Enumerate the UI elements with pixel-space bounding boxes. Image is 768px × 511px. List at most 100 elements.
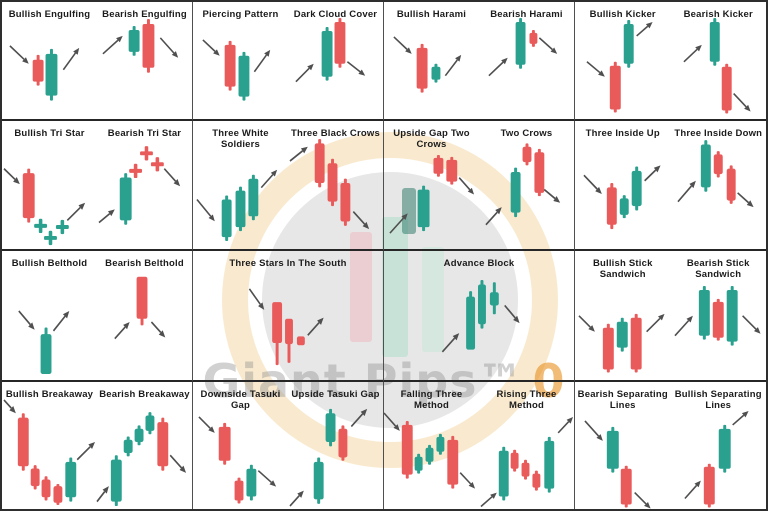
candle-bullish xyxy=(145,412,155,435)
doji-star xyxy=(34,219,48,234)
watermark-candle-pale-green xyxy=(422,247,444,352)
candle-bearish xyxy=(446,157,458,186)
pattern-cell: Bearish Separating Lines Bullish Separati… xyxy=(575,382,766,509)
candle-bullish xyxy=(466,291,476,351)
trend-arrow-icon xyxy=(485,207,502,226)
pattern-label: Three Black Crows xyxy=(291,128,380,140)
pattern-label: Bullish Kicker xyxy=(589,9,656,20)
panel-falling-three-method: Falling Three Method xyxy=(383,382,479,509)
trend-arrow-icon xyxy=(202,39,220,56)
trend-arrow-icon xyxy=(3,399,16,414)
candle-bearish xyxy=(447,435,459,489)
pattern-label: Bearish Stick Sandwich xyxy=(686,258,750,281)
candle-bullish xyxy=(45,48,58,101)
pattern-label: Bullish Belthold xyxy=(11,258,88,270)
candle-bullish xyxy=(221,195,232,242)
pattern-label: Bullish Stick Sandwich xyxy=(592,258,653,281)
panel-bullish-engulfing: Bullish Engulfing xyxy=(2,2,97,119)
pattern-label: Three Inside Down xyxy=(674,128,763,140)
pattern-label: Piercing Pattern xyxy=(202,9,279,20)
candle-bearish xyxy=(433,155,444,178)
pattern-figure xyxy=(248,288,324,366)
trend-arrow-icon xyxy=(586,61,605,77)
pattern-label: Bearish Breakaway xyxy=(99,388,190,400)
pattern-cell: Three Inside Up Three Inside Down xyxy=(575,121,766,252)
candle-bearish xyxy=(30,465,40,490)
candle-bullish xyxy=(606,426,619,473)
candle-bearish xyxy=(416,43,428,93)
trend-arrow-icon xyxy=(196,199,215,222)
pattern-cell: Bullish Breakaway Bearish Breakaway xyxy=(2,381,193,509)
watermark-candle-pink xyxy=(350,232,372,342)
trend-arrow-icon xyxy=(3,168,20,185)
panel-two-crows: Two Crows xyxy=(479,121,574,249)
candle-bearish xyxy=(401,420,413,479)
pattern-figure xyxy=(289,139,370,230)
pattern-figure xyxy=(683,410,749,508)
candle-bullish xyxy=(238,51,250,101)
panel-bearish-harami: Bearish Harami xyxy=(479,2,574,119)
pattern-figure xyxy=(202,39,271,101)
panel-bearish-stick-sandwich: Bearish Stick Sandwich xyxy=(671,251,767,379)
candle-bullish xyxy=(700,140,711,193)
candle-bearish xyxy=(602,324,614,373)
trend-arrow-icon xyxy=(198,416,215,433)
trend-arrow-icon xyxy=(66,203,86,222)
trend-arrow-icon xyxy=(736,192,754,208)
trend-arrow-icon xyxy=(389,213,408,235)
panel-bullish-harami: Bullish Harami xyxy=(384,2,479,119)
pattern-figure xyxy=(584,420,651,509)
candle-bullish xyxy=(544,436,555,493)
panel-three-black-crows: Three Black Crows xyxy=(288,121,383,249)
trend-arrow-icon xyxy=(644,165,661,182)
candle-bearish xyxy=(529,29,538,47)
pattern-label: Bearish Separating Lines xyxy=(577,388,668,411)
pattern-cell: Advance Block xyxy=(384,251,575,382)
trend-arrow-icon xyxy=(289,147,308,163)
pattern-label: Downside Tasuki Gap xyxy=(200,388,281,411)
pattern-figure xyxy=(196,170,278,242)
candle-bearish xyxy=(327,159,338,207)
candle-bullish xyxy=(498,446,509,501)
trend-arrow-icon xyxy=(543,189,561,204)
pattern-label: Upside Gap Two Crows xyxy=(393,128,470,151)
trend-arrow-icon xyxy=(741,315,761,335)
panel-three-stars-in-the-south: Three Stars In The South xyxy=(193,251,383,379)
panel-upside-tasuki-gap: Upside Tasuki Gap xyxy=(288,382,383,509)
trend-arrow-icon xyxy=(163,168,181,187)
trend-arrow-icon xyxy=(646,314,665,333)
trend-arrow-icon xyxy=(52,311,70,332)
trend-arrow-icon xyxy=(289,490,304,507)
pattern-figure xyxy=(289,408,368,507)
candle-bullish xyxy=(616,318,628,353)
candle-bearish xyxy=(296,336,305,346)
pattern-figure xyxy=(198,416,277,504)
candle-bullish xyxy=(718,424,731,473)
candle-bearish xyxy=(712,299,724,342)
pattern-figure xyxy=(9,45,80,101)
candle-bullish xyxy=(417,186,430,232)
trend-arrow-icon xyxy=(480,492,497,507)
doji-star xyxy=(129,164,143,179)
watermark-candle-mint xyxy=(382,217,408,357)
candle-bullish xyxy=(321,26,333,81)
trend-arrow-icon xyxy=(441,333,460,353)
pattern-figure xyxy=(18,310,70,375)
candle-bearish xyxy=(22,169,35,224)
pattern-label: Bullish Harami xyxy=(396,9,467,20)
trend-arrow-icon xyxy=(682,44,702,63)
trend-arrow-icon xyxy=(731,410,749,426)
pattern-cell: Upside Gap Two Crows Two Crows xyxy=(384,121,575,252)
candle-bearish xyxy=(157,417,169,471)
pattern-label: Bullish Separating Lines xyxy=(674,388,762,411)
candle-bearish xyxy=(703,463,715,508)
candle-bearish xyxy=(620,465,632,508)
candle-bullish xyxy=(726,286,738,347)
candle-bearish xyxy=(606,183,617,230)
candle-bearish xyxy=(534,149,545,197)
pattern-label: Two Crows xyxy=(500,128,553,140)
pattern-cell: Bullish Engulfing Bearish Engulfing xyxy=(2,2,193,122)
trend-arrow-icon xyxy=(62,47,80,71)
panel-bearish-engulfing: Bearish Engulfing xyxy=(97,2,192,119)
